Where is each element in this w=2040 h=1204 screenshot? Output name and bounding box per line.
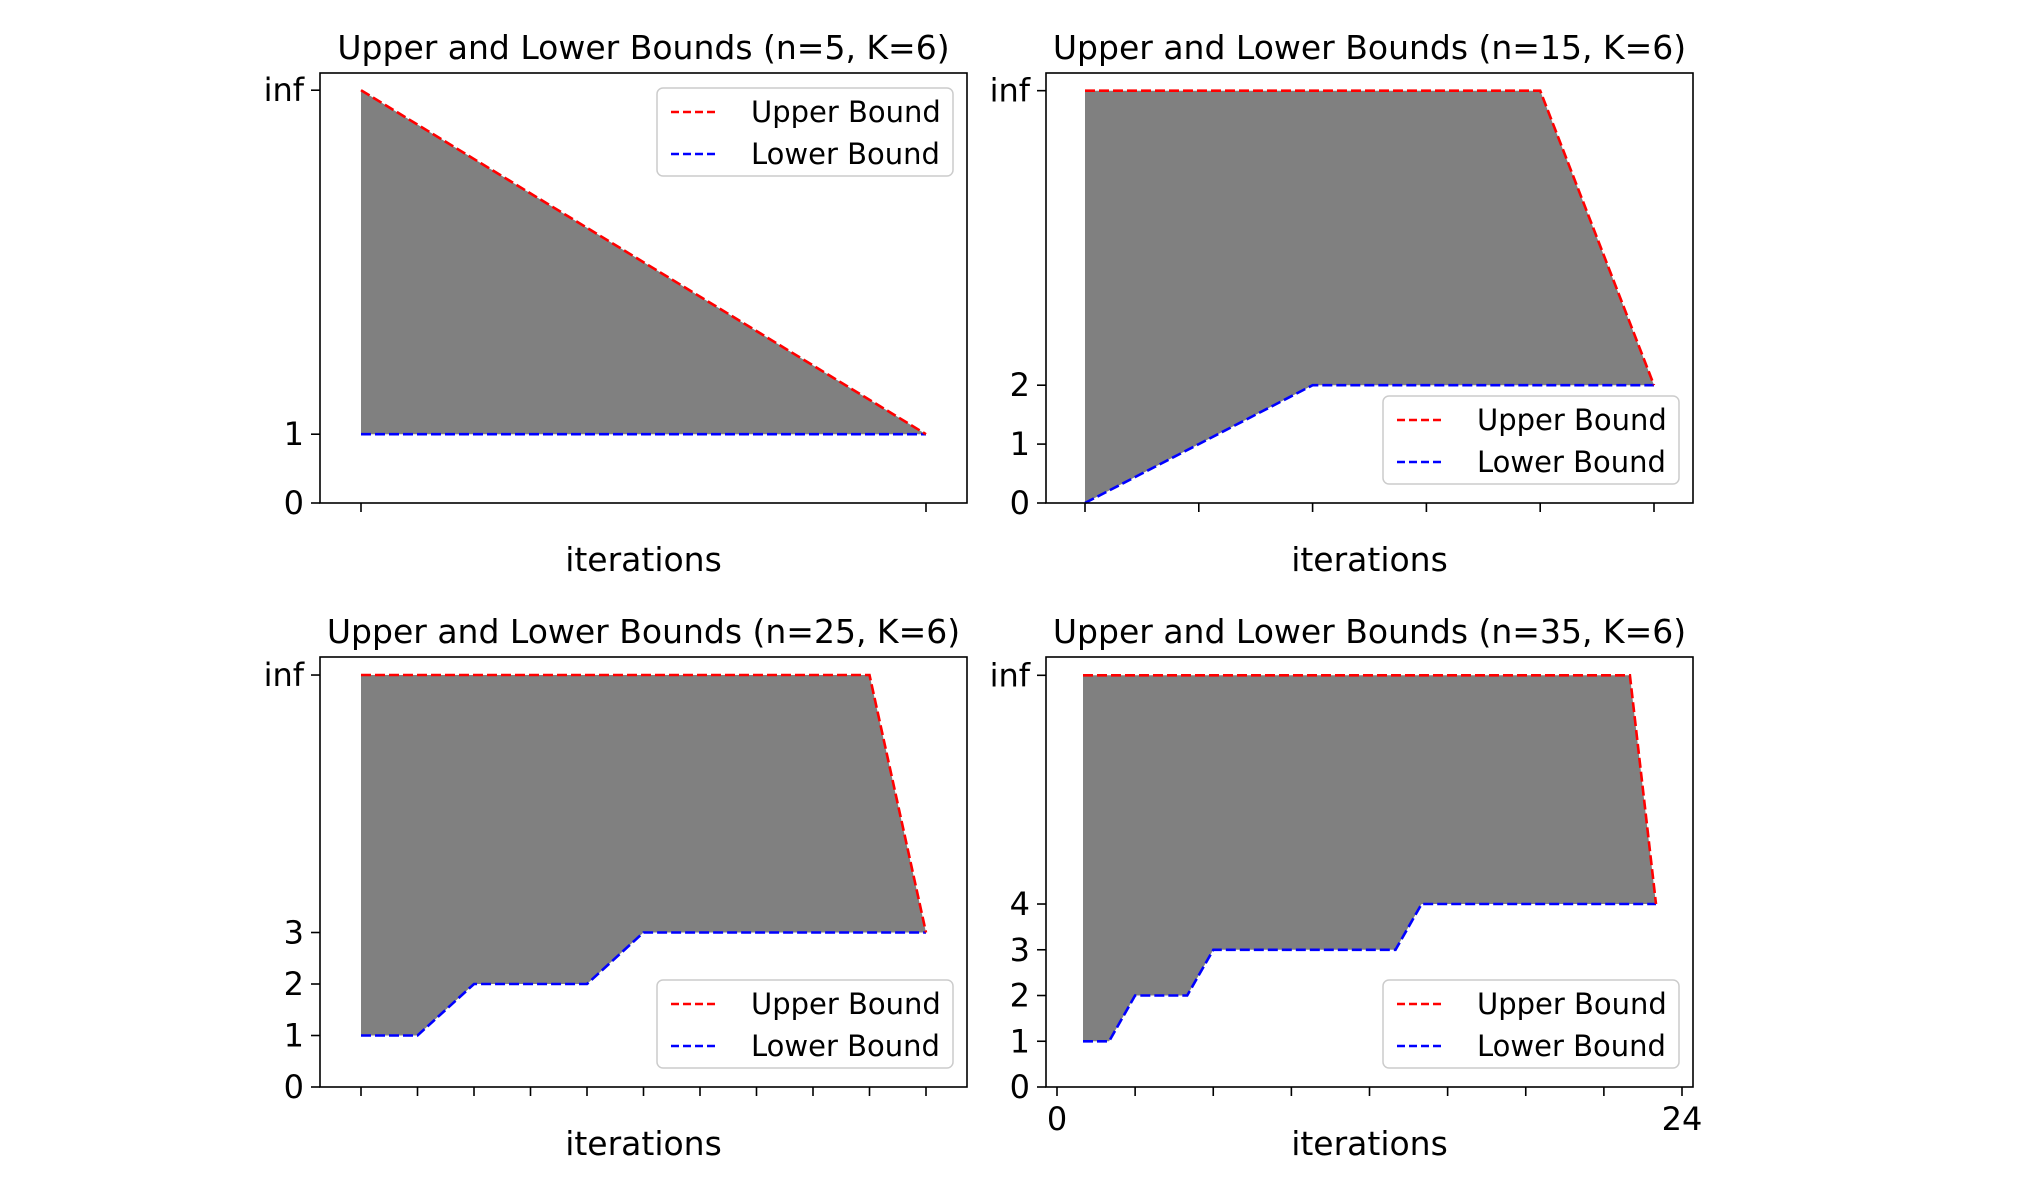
subplot-title: Upper and Lower Bounds (n=25, K=6) xyxy=(327,612,960,651)
y-tick-label: inf xyxy=(264,656,305,694)
axes-frame xyxy=(1045,72,1694,504)
legend-label: Upper Bound xyxy=(751,95,941,129)
legend-label: Upper Bound xyxy=(751,987,941,1021)
subplot-2: 0 1 2 inf Upper and Lower Bounds (n=15, K=6)… xyxy=(990,28,1694,579)
legend: Upper Bound Lower Bound xyxy=(1382,979,1680,1069)
subplot-title: Upper and Lower Bounds (n=35, K=6) xyxy=(1053,612,1686,651)
legend: Upper Bound Lower Bound xyxy=(656,87,954,177)
legend-label: Lower Bound xyxy=(1477,445,1666,479)
legend-label: Lower Bound xyxy=(1477,1029,1666,1063)
x-axis-label: iterations xyxy=(565,1124,722,1163)
y-tick-label: 2 xyxy=(284,965,304,1003)
legend-label: Upper Bound xyxy=(1477,403,1667,437)
upper-bound-line xyxy=(360,89,927,436)
y-tick-label: 1 xyxy=(284,415,304,453)
x-tick-label: 0 xyxy=(1047,1100,1067,1138)
legend-box xyxy=(656,979,954,1069)
lower-bound-line xyxy=(361,931,926,1037)
subplot-title: Upper and Lower Bounds (n=5, K=6) xyxy=(337,28,949,67)
y-tick-label: 3 xyxy=(1010,931,1030,969)
bounds-fill-area xyxy=(1083,675,1656,1042)
x-axis-label: iterations xyxy=(565,540,722,579)
bounds-fill-area xyxy=(361,675,926,1036)
y-tick-label: inf xyxy=(990,72,1031,110)
x-axis-label: iterations xyxy=(1291,540,1448,579)
y-tick-label: 0 xyxy=(284,1068,304,1106)
y-tick-label: inf xyxy=(990,656,1031,694)
subplot-1: 0 1 inf Upper and Lower Bounds (n=5, K=6) it… xyxy=(264,28,968,579)
y-tick-label: 1 xyxy=(1010,425,1030,463)
legend-label: Upper Bound xyxy=(1477,987,1667,1021)
y-tick-label: 0 xyxy=(1010,484,1030,522)
subplot-4: 0 24 0 1 2 3 4 inf Upper and Lower Bounds (n=35,… xyxy=(990,612,1703,1163)
lower-bound-line xyxy=(1083,902,1656,1043)
x-axis-label: iterations xyxy=(1291,1124,1448,1163)
upper-bound-line xyxy=(1085,89,1656,386)
y-tick-label: 1 xyxy=(284,1017,304,1055)
y-tick-label: 3 xyxy=(284,914,304,952)
subplot-3: 0 1 2 3 inf Upper and Lower Bounds (n=25, K=6… xyxy=(264,612,968,1163)
subplot-title: Upper and Lower Bounds (n=15, K=6) xyxy=(1053,28,1686,67)
y-tick-label: inf xyxy=(264,71,305,109)
y-tick-label: 4 xyxy=(1010,885,1030,923)
legend-box xyxy=(656,87,954,177)
y-tick-label: 0 xyxy=(1010,1068,1030,1106)
legend-label: Lower Bound xyxy=(751,137,940,171)
upper-bound-line xyxy=(1083,673,1658,905)
axes-frame xyxy=(319,72,968,504)
lower-bound-line xyxy=(1084,383,1654,505)
y-tick-label: 2 xyxy=(1010,366,1030,404)
x-tick-label: 24 xyxy=(1662,1100,1703,1138)
y-tick-label: 2 xyxy=(1010,977,1030,1015)
y-tick-label: 1 xyxy=(1010,1022,1030,1060)
upper-bound-line xyxy=(361,673,928,933)
y-tick-label: 0 xyxy=(284,484,304,522)
legend: Upper Bound Lower Bound xyxy=(656,979,954,1069)
legend-box xyxy=(1382,979,1680,1069)
bounds-fill-area xyxy=(1085,90,1654,503)
legend: Upper Bound Lower Bound xyxy=(1382,395,1680,485)
legend-label: Lower Bound xyxy=(751,1029,940,1063)
legend-box xyxy=(1382,395,1680,485)
